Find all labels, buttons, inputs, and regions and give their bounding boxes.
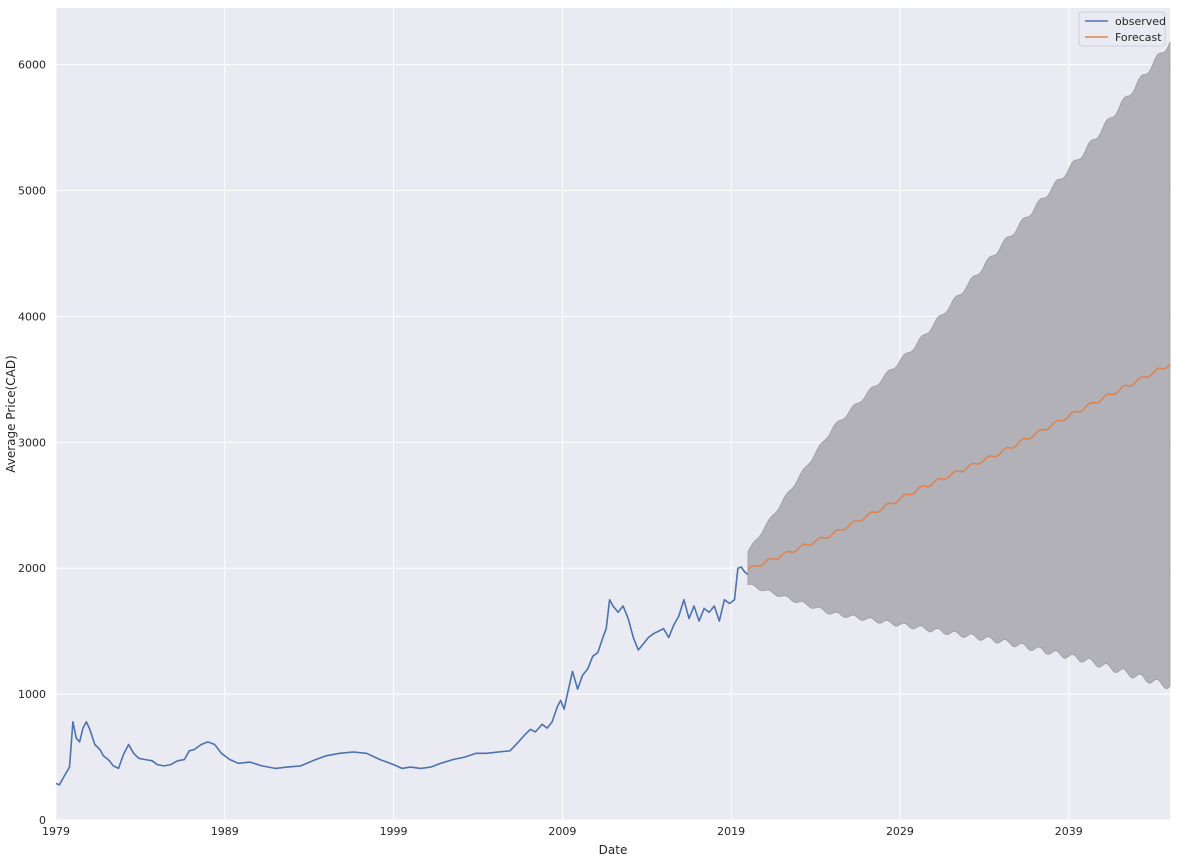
y-tick-label: 2000 [18, 562, 46, 575]
legend: observed Forecast [1078, 11, 1166, 47]
y-tick-label: 1000 [18, 688, 46, 701]
y-axis-label: Average Price(CAD) [4, 355, 18, 473]
legend-label-observed: observed [1115, 15, 1166, 28]
confidence-band-area [747, 41, 1171, 689]
x-tick-label: 1989 [211, 825, 239, 838]
y-tick-label: 0 [39, 814, 46, 827]
forecast-line [747, 363, 1171, 571]
x-tick-label: 2029 [886, 825, 914, 838]
y-tick-label: 3000 [18, 436, 46, 449]
x-tick-label: 1999 [380, 825, 408, 838]
x-tick-label: 2039 [1055, 825, 1083, 838]
x-axis-ticks: 1979 1989 1999 2009 2019 2029 2039 [42, 825, 1083, 838]
y-tick-label: 6000 [18, 59, 46, 72]
series-lines [55, 363, 1171, 786]
x-tick-label: 2009 [548, 825, 576, 838]
x-tick-label: 1979 [42, 825, 70, 838]
x-axis-label: Date [599, 843, 628, 857]
confidence-band [747, 41, 1171, 689]
legend-label-forecast: Forecast [1115, 31, 1162, 44]
y-tick-label: 5000 [18, 185, 46, 198]
y-axis-ticks: 0 1000 2000 3000 4000 5000 6000 [18, 59, 46, 827]
x-tick-label: 2019 [717, 825, 745, 838]
y-tick-label: 4000 [18, 310, 46, 323]
observed-line [55, 566, 749, 786]
